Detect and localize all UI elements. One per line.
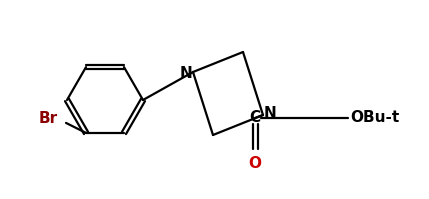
Text: OBu-t: OBu-t [350,110,399,126]
Text: C: C [249,110,260,126]
Text: N: N [179,65,192,81]
Text: Br: Br [39,111,57,126]
Text: O: O [248,155,262,171]
Text: N: N [264,106,277,122]
